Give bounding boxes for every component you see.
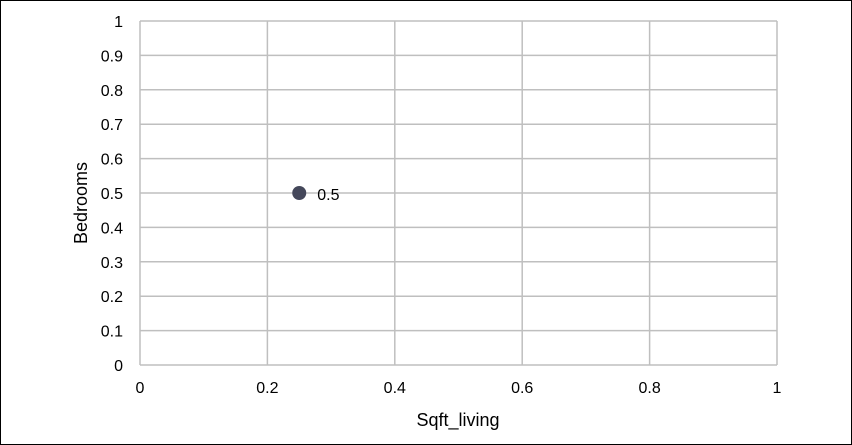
x-tick-label: 0.8 <box>638 380 660 397</box>
data-points: 0.5 <box>292 186 340 204</box>
x-tick-label: 1 <box>773 380 782 397</box>
y-tick-label: 0.3 <box>101 255 123 272</box>
y-tick-label: 1 <box>114 14 123 31</box>
y-tick-label: 0.5 <box>101 186 123 203</box>
x-tick-label: 0.4 <box>384 380 406 397</box>
y-tick-label: 0.6 <box>101 152 123 169</box>
x-tick-label: 0.2 <box>256 380 278 397</box>
x-tick-label: 0 <box>136 380 145 397</box>
x-axis-title: Sqft_living <box>416 410 499 431</box>
data-point <box>292 186 307 200</box>
x-axis-ticks: 0 0.2 0.4 0.6 0.8 1 <box>136 380 782 397</box>
y-tick-label: 0.1 <box>101 324 123 341</box>
y-tick-label: 0 <box>114 358 123 375</box>
y-tick-label: 0.4 <box>101 220 123 237</box>
y-tick-label: 0.9 <box>101 48 123 65</box>
y-tick-label: 0.8 <box>101 83 123 100</box>
y-axis-title: Bedrooms <box>71 162 91 244</box>
data-label: 0.5 <box>317 187 339 204</box>
x-tick-label: 0.6 <box>511 380 533 397</box>
y-axis-ticks: 0 0.1 0.2 0.3 0.4 0.5 0.6 0.7 0.8 0.9 1 <box>101 14 123 375</box>
gridlines <box>139 20 778 366</box>
y-tick-label: 0.7 <box>101 117 123 134</box>
y-tick-label: 0.2 <box>101 289 123 306</box>
